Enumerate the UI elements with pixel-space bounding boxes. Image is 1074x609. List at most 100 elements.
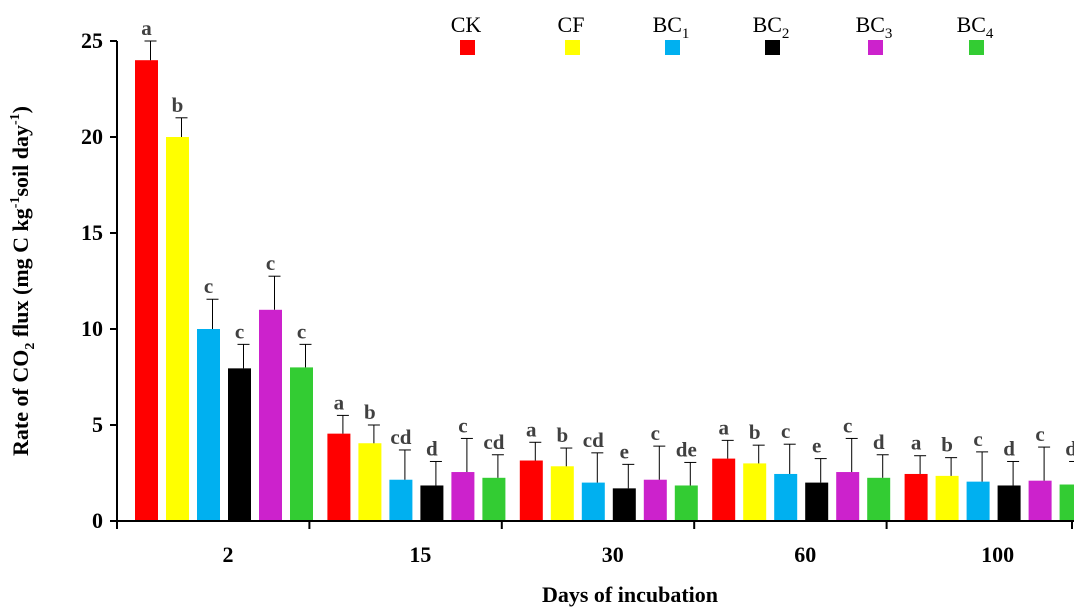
significance-letter-BC3-60: c	[843, 413, 852, 437]
legend: CK CF BC1 BC2 BC3 BC4	[451, 12, 994, 55]
bar-BC3-60	[836, 472, 860, 521]
bar-CK-15	[327, 433, 351, 521]
significance-letter-CK-2: a	[141, 16, 152, 40]
legend-label-BC4: BC4	[957, 12, 994, 42]
bar-BC1-30	[581, 482, 605, 521]
significance-letter-BC2-100: d	[1003, 436, 1015, 460]
y-axis-title-text: Rate of CO2 flux (mg C kg-1soil day-1)	[8, 106, 38, 456]
significance-letter-CF-100: b	[941, 433, 953, 457]
bar-BC3-15	[451, 472, 475, 521]
bar-CF-100	[935, 475, 959, 521]
legend-swatch-BC1	[665, 40, 680, 55]
bar-BC3-2	[259, 309, 282, 521]
significance-letter-BC2-30: e	[620, 439, 629, 463]
bar-CF-2	[166, 137, 189, 521]
y-axis-title-part-4: soil day	[8, 125, 33, 197]
legend-swatch-BC4	[969, 40, 984, 55]
significance-letter-CF-2: b	[172, 93, 184, 117]
significance-letter-BC3-30: c	[651, 421, 660, 445]
significance-letter-CF-60: b	[749, 420, 761, 444]
legend-label-base-BC3: BC	[856, 12, 885, 37]
significance-letter-BC3-2: c	[266, 251, 275, 275]
significance-letter-BC4-2: c	[297, 319, 306, 343]
legend-label-base-BC1: BC	[653, 12, 682, 37]
bar-CK-2	[135, 60, 158, 521]
legend-label-sub-BC3: 3	[885, 26, 893, 42]
bar-BC3-100	[1028, 480, 1052, 521]
bar-CK-30	[519, 460, 543, 521]
legend-label-base-BC4: BC	[957, 12, 986, 37]
y-axis-title-part-2: flux (mg C kg	[8, 208, 33, 342]
x-tick-label-100: 100	[981, 542, 1014, 567]
legend-label-sub-BC4: 4	[986, 26, 994, 42]
y-axis-title: Rate of CO2 flux (mg C kg-1soil day-1)	[8, 106, 38, 456]
significance-letter-CK-15: a	[334, 390, 345, 414]
bar-BC4-60	[867, 477, 891, 521]
significance-letter-BC3-100: c	[1035, 422, 1044, 446]
significance-letter-BC1-100: c	[973, 427, 982, 451]
significance-letter-BC1-60: c	[781, 419, 790, 443]
y-axis-title-part-5: -1	[8, 113, 23, 125]
x-tick-label-60: 60	[794, 542, 816, 567]
bar-CF-15	[358, 443, 382, 521]
legend-label-CK: CK	[451, 12, 482, 37]
legend-label-BC1: BC1	[653, 12, 690, 42]
bar-CK-60	[712, 458, 736, 521]
y-tick-label-0: 0	[92, 508, 103, 533]
significance-letter-BC1-30: cd	[583, 428, 604, 452]
bar-CF-30	[550, 466, 574, 521]
significance-letter-BC4-30: de	[676, 437, 697, 461]
axes: 0 5 10 15 20 25 2 15 30 60 100	[81, 28, 1074, 567]
bar-BC4-2	[290, 367, 313, 521]
significance-letter-BC2-60: e	[812, 434, 821, 458]
significance-letter-BC1-2: c	[204, 274, 213, 298]
x-axis-title: Days of incubation	[542, 582, 718, 607]
y-tick-label-15: 15	[81, 220, 103, 245]
significance-letter-BC4-15: cd	[483, 430, 504, 454]
bar-CF-60	[743, 463, 767, 521]
legend-swatch-CK	[460, 40, 475, 55]
legend-label-base-BC2: BC	[753, 12, 782, 37]
legend-label-sub-BC2: 2	[782, 26, 790, 42]
bar-BC4-30	[674, 485, 698, 521]
legend-label-CF: CF	[558, 12, 585, 37]
legend-label-base-CF: CF	[558, 12, 585, 37]
legend-swatch-BC2	[765, 40, 780, 55]
y-axis-title-part-0: Rate of CO	[8, 350, 33, 456]
bar-BC1-60	[774, 473, 798, 521]
significance-letter-CF-30: b	[556, 423, 568, 447]
bar-BC3-30	[643, 479, 667, 521]
legend-label-BC2: BC2	[753, 12, 790, 42]
y-axis-title-part-6: )	[8, 106, 33, 113]
y-tick-label-10: 10	[81, 316, 103, 341]
legend-label-base-CK: CK	[451, 12, 482, 37]
legend-swatch-BC3	[868, 40, 883, 55]
x-tick-label-30: 30	[602, 542, 624, 567]
legend-label-sub-BC1: 1	[682, 26, 690, 42]
legend-swatch-CF	[565, 40, 580, 55]
y-axis-title-part-1: 2	[23, 343, 38, 350]
bar-BC2-60	[805, 482, 829, 521]
bar-BC4-100	[1059, 484, 1074, 521]
y-tick-label-25: 25	[81, 28, 103, 53]
bar-BC1-2	[197, 329, 220, 521]
bar-BC2-15	[420, 485, 444, 521]
bar-BC1-15	[389, 479, 413, 521]
significance-letter-BC2-15: d	[426, 436, 438, 460]
y-tick-label-5: 5	[92, 412, 103, 437]
bar-BC1-100	[966, 481, 990, 521]
legend-label-BC3: BC3	[856, 12, 893, 42]
x-tick-label-2: 2	[223, 542, 234, 567]
y-tick-label-20: 20	[81, 124, 103, 149]
significance-letter-CF-15: b	[364, 400, 376, 424]
significance-letter-BC2-2: c	[235, 319, 244, 343]
bar-BC2-100	[997, 485, 1021, 521]
significance-letter-CK-30: a	[526, 417, 537, 441]
significance-letter-CK-60: a	[718, 415, 729, 439]
significance-letter-BC1-15: cd	[390, 425, 411, 449]
significance-letter-BC3-15: c	[458, 413, 467, 437]
significance-letter-BC4-100: d	[1065, 436, 1074, 460]
significance-letter-BC4-60: d	[873, 430, 885, 454]
